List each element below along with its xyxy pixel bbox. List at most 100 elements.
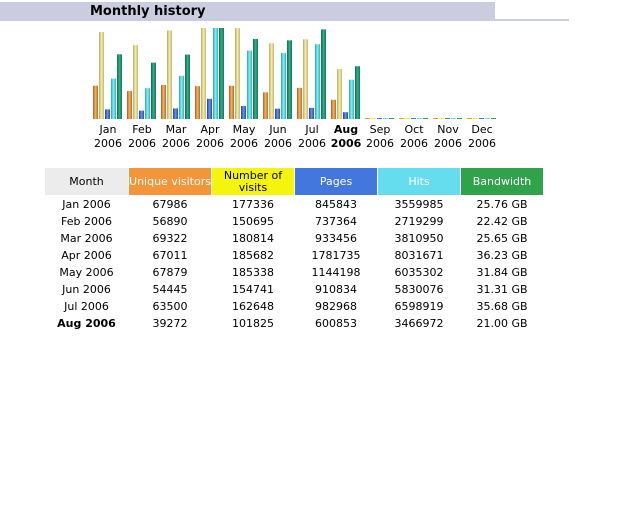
cell-pages: 910834 — [315, 282, 357, 296]
cell-month: Mar 2006 — [60, 231, 113, 245]
bar-pages — [343, 112, 348, 119]
chart-year-label: 2006 — [162, 137, 190, 150]
bar-hits — [179, 75, 184, 119]
bar-hits — [247, 50, 252, 119]
bar-number-of-visits — [133, 45, 138, 120]
bar-number-of-visits — [99, 32, 104, 119]
bar-hits — [451, 118, 456, 119]
cell-hits: 3466972 — [394, 316, 444, 330]
section-title: Monthly history — [90, 4, 206, 19]
cell-hits: 5830076 — [394, 282, 444, 296]
bar-hits — [349, 79, 354, 119]
bar-number-of-visits — [337, 69, 342, 119]
section-title-bar: Monthly history — [0, 2, 495, 22]
cell-visits: 101825 — [232, 316, 274, 330]
bar-pages — [241, 106, 246, 119]
bar-pages — [479, 118, 484, 119]
cell-month: Jun 2006 — [62, 282, 111, 296]
table-row: May 2006 67879 185338 1144198 6035302 31.84 G… — [45, 264, 543, 280]
cell-month: Jul 2006 — [64, 299, 109, 313]
title-rule — [495, 19, 569, 21]
chart-year-label: 2006 — [128, 137, 156, 150]
table-row: Mar 2006 69322 180814 933456 3810950 25.65 GB — [45, 230, 543, 246]
cell-month: May 2006 — [59, 265, 114, 279]
bar-hits — [145, 88, 150, 119]
cell-pages: 600853 — [315, 316, 357, 330]
bar-bandwidth — [491, 118, 496, 119]
bar-hits — [111, 78, 116, 119]
bar-number-of-visits — [235, 28, 240, 120]
cell-visitors: 54445 — [152, 282, 188, 296]
bar-bandwidth — [355, 66, 360, 119]
chart-month-label: Jun — [268, 123, 286, 136]
bar-bandwidth — [219, 28, 224, 119]
bar-bandwidth — [389, 118, 394, 119]
cell-visitors: 67879 — [152, 265, 188, 279]
chart-month-label: Sep — [370, 123, 391, 136]
cell-visits: 180814 — [232, 231, 274, 245]
bar-unique-visitors — [297, 87, 302, 119]
table-header-row: Month Unique visitors Number of visits P… — [45, 168, 543, 195]
chart-year-label: 2006 — [400, 137, 428, 150]
bar-number-of-visits — [405, 118, 410, 119]
bar-pages — [207, 98, 212, 119]
cell-month: Feb 2006 — [61, 214, 112, 228]
bar-hits — [281, 52, 286, 119]
cell-visitors: 67986 — [152, 197, 188, 211]
table-row: Aug 2006 39272 101825 600853 3466972 21.00 GB — [45, 315, 543, 331]
table-row: Jan 2006 67986 177336 845843 3559985 25.76 GB — [45, 196, 543, 212]
bar-unique-visitors — [399, 118, 404, 119]
bar-hits — [383, 118, 388, 119]
bar-number-of-visits — [303, 39, 308, 120]
cell-bandwidth: 21.00 GB — [476, 316, 528, 330]
chart-month-label: Aug — [334, 123, 358, 136]
cell-bandwidth: 22.42 GB — [476, 214, 528, 228]
bar-bandwidth — [423, 118, 428, 119]
bar-hits — [213, 28, 218, 119]
cell-bandwidth: 25.76 GB — [476, 197, 528, 211]
bar-unique-visitors — [161, 85, 166, 119]
bar-unique-visitors — [433, 118, 438, 119]
cell-visits: 177336 — [232, 197, 274, 211]
bar-bandwidth — [321, 29, 326, 119]
chart-month-label: Oct — [404, 123, 424, 136]
cell-month: Jan 2006 — [62, 197, 111, 211]
bar-unique-visitors — [93, 85, 98, 119]
table-row: Feb 2006 56890 150695 737364 2719299 22.42 GB — [45, 213, 543, 229]
bar-pages — [445, 118, 450, 119]
header-month: Month — [45, 168, 128, 195]
monthly-history-chart: Jan2006Feb2006Mar2006Apr2006May2006Jun20… — [93, 28, 496, 150]
bar-bandwidth — [287, 40, 292, 120]
cell-bandwidth: 31.31 GB — [476, 282, 528, 296]
chart-month-label: Dec — [471, 123, 492, 136]
bar-pages — [411, 118, 416, 119]
cell-visitors: 69322 — [152, 231, 188, 245]
bar-number-of-visits — [201, 28, 206, 119]
bar-unique-visitors — [365, 118, 370, 119]
chart-year-label: 2006 — [331, 137, 362, 150]
cell-hits: 2719299 — [394, 214, 444, 228]
bar-unique-visitors — [467, 118, 472, 119]
chart-month-label: Jan — [99, 123, 117, 136]
cell-hits: 6035302 — [394, 265, 444, 279]
cell-month: Aug 2006 — [57, 316, 116, 330]
bar-bandwidth — [117, 54, 122, 119]
cell-hits: 3810950 — [394, 231, 444, 245]
cell-visitors: 39272 — [152, 316, 188, 330]
header-number-of-visits: Number of visits — [212, 168, 294, 195]
cell-bandwidth: 31.84 GB — [476, 265, 528, 279]
chart-year-label: 2006 — [264, 137, 292, 150]
bar-pages — [139, 110, 144, 119]
bar-hits — [315, 44, 320, 119]
bar-pages — [173, 108, 178, 119]
bar-bandwidth — [457, 118, 462, 119]
cell-bandwidth: 25.65 GB — [476, 231, 528, 245]
header-unique-visitors: Unique visitors — [129, 168, 211, 195]
bar-bandwidth — [253, 39, 258, 119]
chart-month-label: Apr — [200, 123, 220, 136]
bar-number-of-visits — [439, 118, 444, 119]
header-hits: Hits — [378, 168, 460, 195]
cell-month: Apr 2006 — [61, 248, 112, 262]
chart-year-label: 2006 — [94, 137, 122, 150]
cell-visitors: 67011 — [152, 248, 188, 262]
